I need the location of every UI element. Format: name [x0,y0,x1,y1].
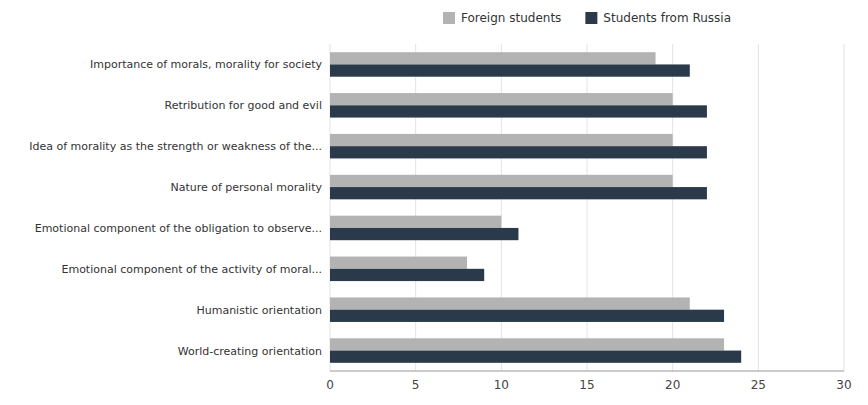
y-axis: World-creating orientation Humanistic ori… [29,58,322,357]
category-label: Retribution for good and evil [165,99,322,112]
tick-label: 15 [579,378,594,392]
bar [330,338,724,350]
category-label: Nature of personal morality [170,181,322,194]
bar [330,351,741,363]
category-label: Humanistic orientation [196,304,322,317]
legend-swatch [585,12,597,24]
bar [330,93,673,105]
category-label: Idea of morality as the strength or weak… [29,140,322,153]
bar [330,216,501,228]
legend-label: Students from Russia [603,11,731,25]
tick-label: 30 [836,378,851,392]
grid [330,44,844,371]
tick-label: 5 [412,378,420,392]
legend: Foreign students Students from Russia [443,11,731,25]
bar [330,52,656,64]
bar [330,297,690,309]
bar [330,64,690,76]
grid-line [844,44,845,371]
axis-line [330,371,844,372]
bar [330,269,484,281]
bar [330,134,673,146]
grid-line [758,44,759,371]
category-label: World-creating orientation [178,345,322,358]
legend-item: Foreign students [443,11,561,25]
bar [330,310,724,322]
category-label: Emotional component of the activity of m… [61,263,322,276]
chart: 0 5 10 15 20 25 30 World-creating orientation Hu… [0,0,868,405]
tick-label: 20 [665,378,680,392]
tick-label: 10 [494,378,509,392]
legend-item: Students from Russia [585,11,731,25]
bars [330,52,741,363]
bar [330,105,707,117]
legend-label: Foreign students [461,11,561,25]
bar [330,257,467,269]
bar [330,175,673,187]
category-label: Importance of morals, morality for socie… [90,58,323,71]
bar [330,228,518,240]
tick-label: 25 [751,378,766,392]
x-axis: 0 5 10 15 20 25 30 [326,371,851,392]
bar [330,146,707,158]
tick-label: 0 [326,378,334,392]
bar [330,187,707,199]
category-label: Emotional component of the obligation to… [35,222,322,235]
legend-swatch [443,12,455,24]
